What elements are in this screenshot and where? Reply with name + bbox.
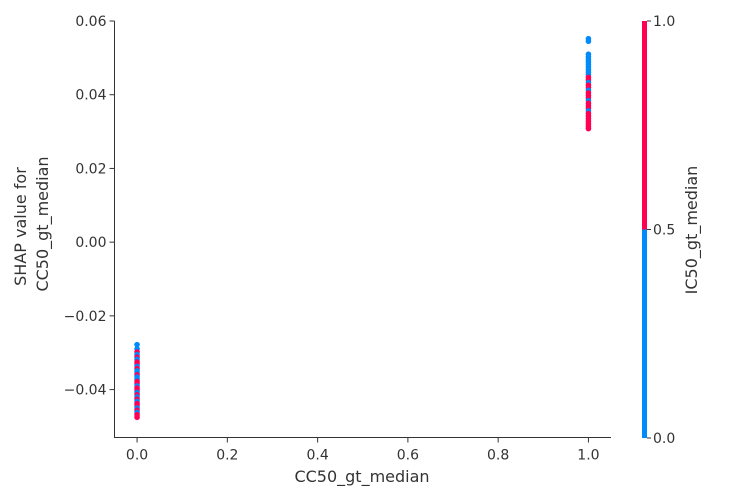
y-axis-label-line-2: CC50_gt_median [33, 156, 53, 291]
colorbar-ticks: 0.0 0.5 1.0 [647, 14, 675, 447]
colorbar-label: IC50_gt_median [682, 166, 702, 295]
x-tick-label: 0.8 [487, 448, 509, 464]
y-axis-label: SHAP value for CC50_gt_median [11, 156, 53, 291]
y-axis-label-line-1: SHAP value for [11, 167, 30, 286]
x-tick-label: 0.2 [216, 448, 238, 464]
y-tick-label: 0.02 [75, 161, 106, 177]
scatter-point [134, 414, 140, 421]
x-tick-label: 0.4 [306, 448, 328, 464]
colorbar-tick-label: 0.5 [653, 223, 675, 239]
colorbar [642, 21, 647, 438]
x-axis-label: CC50_gt_median [294, 467, 429, 487]
colorbar-tick-label: 0.0 [653, 431, 675, 447]
x-tick-label: 1.0 [577, 448, 599, 464]
y-axis-ticks: 0.06 0.04 0.02 0.00 −0.02 −0.04 [64, 14, 115, 399]
scatter-points [134, 35, 592, 421]
scatter-point [585, 38, 592, 45]
y-tick-label: 0.00 [75, 235, 106, 251]
colorbar-tick-label: 1.0 [653, 14, 675, 30]
x-tick-label: 0.0 [126, 448, 148, 464]
scatter-point [585, 125, 592, 132]
y-tick-label: 0.04 [75, 88, 106, 104]
y-tick-label: 0.06 [75, 14, 106, 30]
x-tick-label: 0.6 [397, 448, 419, 464]
y-tick-label: −0.02 [64, 309, 107, 325]
scatter-point [134, 341, 140, 348]
y-tick-label: −0.04 [64, 383, 107, 399]
x-axis-ticks: 0.0 0.2 0.4 0.6 0.8 1.0 [126, 437, 600, 464]
